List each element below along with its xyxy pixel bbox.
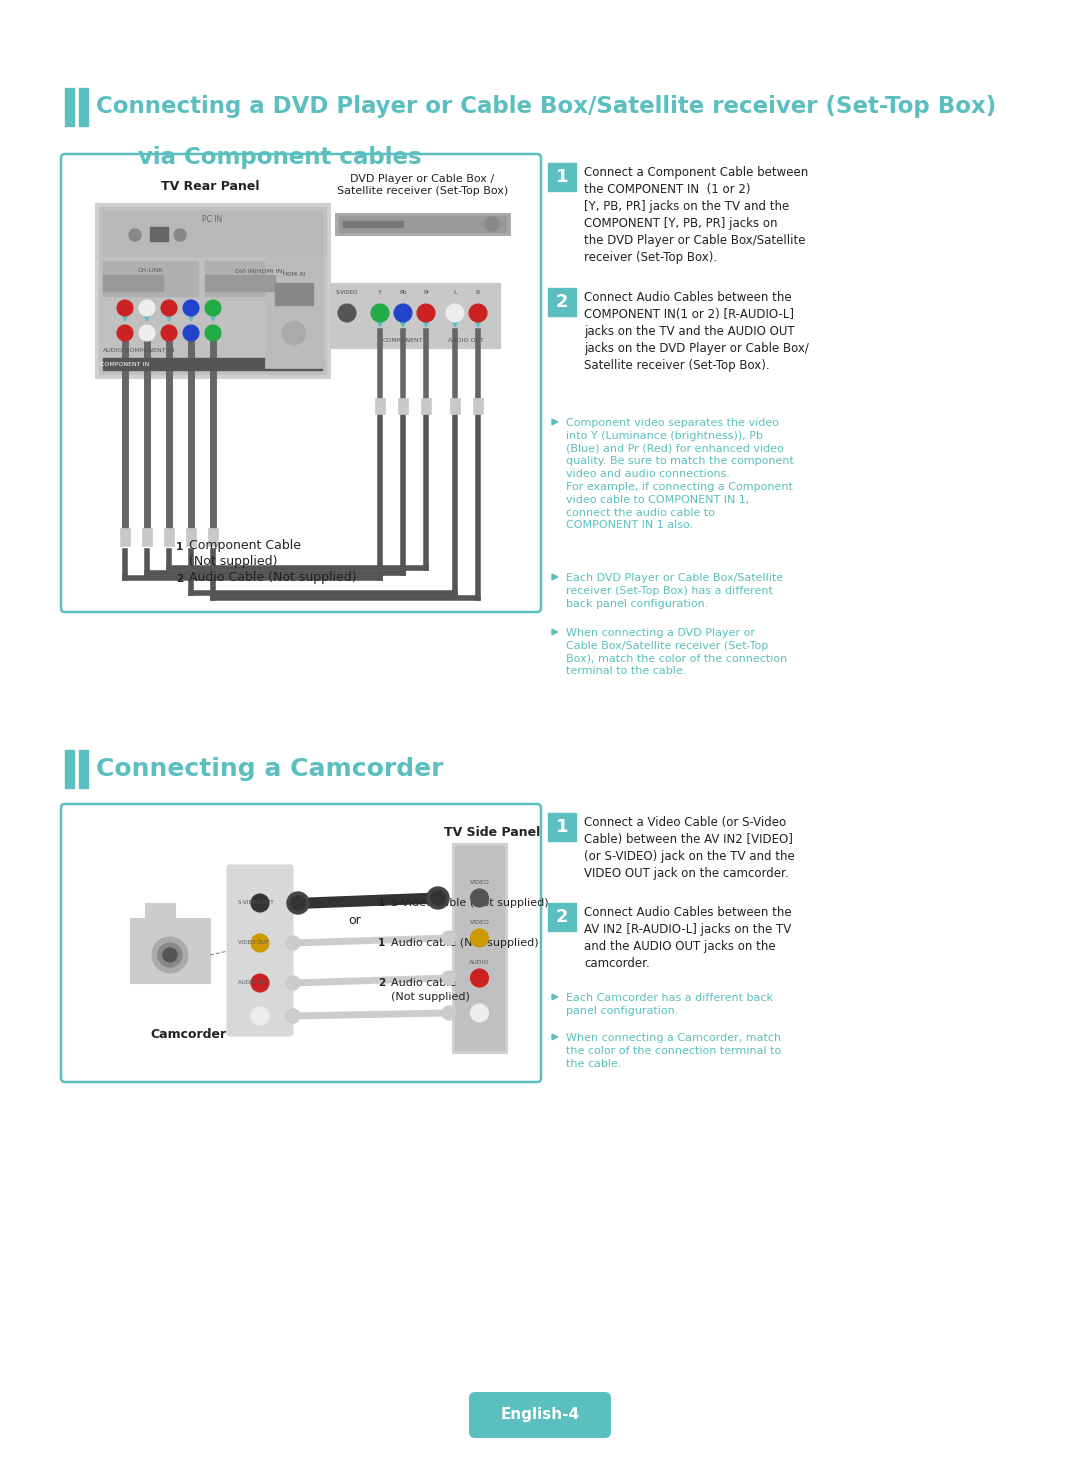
- Bar: [173, 539, 186, 553]
- Circle shape: [251, 974, 269, 991]
- Text: 2: 2: [176, 574, 184, 584]
- Text: 1: 1: [378, 898, 386, 908]
- Circle shape: [471, 1003, 488, 1023]
- Circle shape: [471, 929, 488, 947]
- Bar: [339, 216, 507, 233]
- Text: 1: 1: [378, 938, 386, 948]
- Circle shape: [372, 304, 389, 322]
- Text: Pb: Pb: [400, 290, 407, 295]
- Bar: [205, 261, 315, 296]
- Circle shape: [152, 937, 188, 974]
- Text: Each DVD Player or Cable Box/Satellite
receiver (Set-Top Box) has a different
ba: Each DVD Player or Cable Box/Satellite r…: [566, 574, 783, 609]
- Bar: [173, 572, 186, 585]
- Text: PC IN: PC IN: [202, 215, 222, 224]
- Bar: [95, 203, 330, 378]
- Text: DVD Player or Cable Box /
Satellite receiver (Set-Top Box): DVD Player or Cable Box / Satellite rece…: [337, 173, 508, 196]
- Circle shape: [485, 216, 499, 231]
- Text: R: R: [476, 290, 481, 295]
- Bar: [79, 750, 87, 788]
- Bar: [164, 528, 174, 545]
- Bar: [330, 283, 500, 348]
- Bar: [150, 227, 168, 242]
- Text: Each Camcorder has a different back
panel configuration.: Each Camcorder has a different back pane…: [566, 993, 773, 1015]
- Circle shape: [286, 977, 300, 990]
- Circle shape: [442, 1006, 456, 1020]
- Bar: [79, 87, 87, 126]
- Text: S-VIDEO OUT: S-VIDEO OUT: [238, 901, 273, 906]
- Circle shape: [205, 325, 221, 341]
- Circle shape: [442, 971, 456, 986]
- Bar: [103, 276, 163, 290]
- Circle shape: [394, 304, 411, 322]
- Bar: [103, 210, 322, 256]
- Text: DVI IN(HDMI IN): DVI IN(HDMI IN): [235, 268, 285, 274]
- Circle shape: [139, 325, 156, 341]
- Circle shape: [471, 889, 488, 907]
- Bar: [99, 207, 326, 373]
- Text: Connect a Component Cable between
the COMPONENT IN  (1 or 2)
[Y, PB, PR] jacks o: Connect a Component Cable between the CO…: [584, 166, 808, 264]
- Text: S-Video cable (Not supplied): S-Video cable (Not supplied): [391, 898, 549, 908]
- Bar: [265, 258, 323, 368]
- Bar: [120, 528, 130, 545]
- Bar: [208, 528, 218, 545]
- Text: S-VIDEO: S-VIDEO: [336, 290, 359, 295]
- Circle shape: [251, 934, 269, 951]
- Bar: [548, 903, 576, 931]
- Circle shape: [431, 891, 445, 906]
- Bar: [335, 213, 510, 236]
- Circle shape: [129, 230, 141, 242]
- Circle shape: [205, 299, 221, 316]
- Text: HDMI IN: HDMI IN: [283, 273, 305, 277]
- Text: Connect Audio Cables between the
COMPONENT IN(1 or 2) [R-AUDIO-L]
jacks on the T: Connect Audio Cables between the COMPONE…: [584, 290, 809, 372]
- Bar: [375, 937, 388, 950]
- Text: 2: 2: [378, 978, 386, 988]
- Circle shape: [117, 325, 133, 341]
- Text: VIDEO: VIDEO: [470, 879, 489, 885]
- Text: AUDIO: AUDIO: [469, 959, 489, 965]
- Text: Component video separates the video
into Y (Luminance (brightness)), Pb
(Blue) a: Component video separates the video into…: [566, 418, 794, 531]
- Bar: [548, 288, 576, 316]
- FancyBboxPatch shape: [469, 1392, 611, 1438]
- Text: VIDEO: VIDEO: [470, 919, 489, 925]
- Text: When connecting a DVD Player or
Cable Box/Satellite receiver (Set-Top
Box), matc: When connecting a DVD Player or Cable Bo…: [566, 628, 787, 676]
- Text: Connecting a DVD Player or Cable Box/Satellite receiver (Set-Top Box): Connecting a DVD Player or Cable Box/Sat…: [96, 95, 996, 119]
- Text: 2: 2: [556, 293, 568, 311]
- Circle shape: [286, 937, 300, 950]
- Circle shape: [469, 304, 487, 322]
- Circle shape: [183, 325, 199, 341]
- Bar: [473, 399, 483, 413]
- Circle shape: [286, 1009, 300, 1023]
- Circle shape: [251, 1006, 269, 1026]
- Bar: [186, 528, 195, 545]
- Text: English-4: English-4: [500, 1408, 580, 1423]
- Text: When connecting a Camcorder, match
the color of the connection terminal to
the c: When connecting a Camcorder, match the c…: [566, 1033, 781, 1069]
- Text: Audio cable: Audio cable: [391, 978, 456, 988]
- Circle shape: [183, 299, 199, 316]
- Circle shape: [417, 304, 435, 322]
- Bar: [450, 399, 460, 413]
- Text: COMPONENT IN: COMPONENT IN: [100, 362, 150, 366]
- Bar: [421, 399, 431, 413]
- Text: or: or: [349, 914, 362, 928]
- Circle shape: [471, 969, 488, 987]
- Bar: [145, 903, 175, 920]
- Bar: [65, 87, 75, 126]
- Circle shape: [161, 325, 177, 341]
- Circle shape: [427, 888, 449, 908]
- Text: via Component cables: via Component cables: [114, 147, 421, 169]
- Text: L: L: [454, 290, 457, 295]
- Bar: [275, 283, 313, 305]
- Text: Connect a Video Cable (or S-Video
Cable) between the AV IN2 [VIDEO]
(or S-VIDEO): Connect a Video Cable (or S-Video Cable)…: [584, 817, 795, 880]
- Bar: [141, 528, 152, 545]
- Bar: [65, 750, 75, 788]
- Bar: [548, 163, 576, 191]
- Text: Audio cable (Not supplied): Audio cable (Not supplied): [391, 938, 539, 948]
- Text: Connect Audio Cables between the
AV IN2 [R-AUDIO-L] jacks on the TV
and the AUDI: Connect Audio Cables between the AV IN2 …: [584, 906, 792, 971]
- Bar: [548, 814, 576, 840]
- Circle shape: [287, 892, 309, 914]
- Circle shape: [161, 299, 177, 316]
- Circle shape: [338, 304, 356, 322]
- Bar: [455, 846, 504, 1051]
- Circle shape: [139, 299, 156, 316]
- Circle shape: [282, 322, 306, 345]
